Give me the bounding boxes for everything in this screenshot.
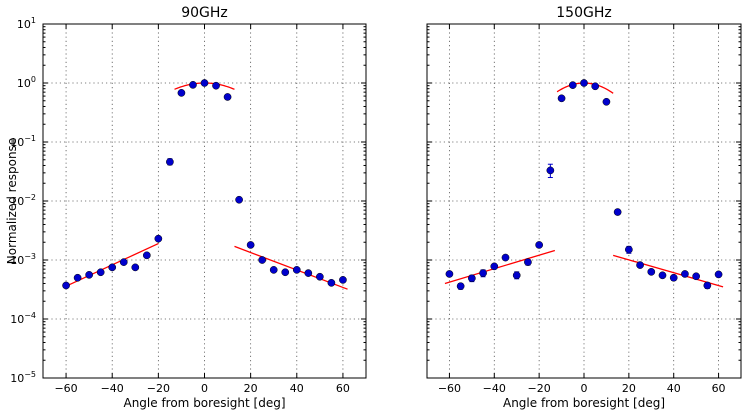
data-point — [580, 79, 588, 87]
data-point — [501, 253, 510, 262]
y-axis-label: Normalized response — [5, 138, 19, 264]
data-point — [714, 270, 723, 279]
x-tick-label: −60 — [438, 382, 461, 395]
data-point — [692, 272, 700, 281]
x-tick-label: 20 — [622, 382, 636, 395]
data-point — [681, 270, 689, 278]
x-tick-label: 40 — [667, 382, 681, 395]
x-tick-label: −20 — [528, 382, 551, 395]
data-point — [445, 270, 454, 278]
right-sidelobe-fit — [612, 254, 724, 288]
data-point — [456, 282, 465, 291]
data-point — [316, 272, 324, 281]
x-tick-label: −40 — [101, 382, 124, 395]
chart-90ghz: −60 −40 −20 0 20 40 60 10−5 10−4 10−3 10−2 10−1 100 1… — [5, 5, 367, 410]
y-tick-label: 10−2 — [10, 193, 36, 208]
data-point — [269, 266, 278, 274]
data-point — [223, 93, 232, 101]
data-point — [591, 82, 600, 91]
y-tick-label: 101 — [17, 16, 36, 31]
data-point — [546, 166, 555, 175]
data-point — [647, 267, 656, 276]
x-tick-label: 60 — [336, 382, 350, 395]
x-tick-label: 60 — [712, 382, 726, 395]
data-point — [85, 271, 93, 279]
x-axis-label: Angle from boresight [deg] — [503, 396, 665, 410]
data-point — [177, 89, 186, 97]
data-point — [258, 256, 267, 264]
data-point — [281, 268, 290, 277]
data-point — [212, 81, 220, 90]
data-point — [557, 94, 566, 103]
data-point — [568, 81, 577, 89]
data-point — [108, 263, 117, 272]
data-point — [154, 234, 163, 243]
y-tick-label: 10−5 — [10, 370, 36, 385]
data-point — [246, 241, 255, 249]
data-point — [636, 261, 644, 269]
data-point — [613, 208, 622, 216]
y-tick-label: 10−3 — [10, 252, 36, 267]
data-point — [479, 269, 487, 277]
data-point — [512, 271, 521, 280]
data-point — [62, 281, 70, 290]
data-point — [535, 241, 543, 249]
data-point — [292, 266, 301, 274]
x-tick-label: −20 — [147, 382, 170, 395]
data-point — [119, 258, 128, 266]
data-point — [235, 195, 243, 204]
x-tick-label: 40 — [290, 382, 304, 395]
data-point — [73, 273, 82, 282]
data-point — [304, 269, 313, 277]
chart-title: 90GHz — [181, 5, 228, 21]
data-point — [490, 262, 499, 271]
data-point — [131, 263, 140, 272]
data-point — [339, 276, 347, 284]
data-point — [524, 258, 532, 266]
data-point — [189, 81, 197, 89]
data-point — [200, 79, 209, 87]
data-point — [166, 158, 174, 166]
data-point — [468, 274, 476, 283]
y-tick-label: 10−1 — [10, 134, 36, 149]
x-tick-label: −60 — [54, 382, 77, 395]
data-point — [96, 268, 105, 277]
x-tick-label: 0 — [581, 382, 588, 395]
data-point — [669, 273, 678, 282]
data-point — [625, 245, 633, 254]
chart-150ghz: −60 −40 −20 0 20 40 60 150GHz Angle from boresig… — [426, 5, 742, 410]
left-sidelobe-fit — [444, 249, 556, 285]
x-tick-label: −40 — [483, 382, 506, 395]
y-tick-label: 100 — [17, 75, 36, 90]
x-tick-label: 20 — [244, 382, 258, 395]
x-axis-label: Angle from boresight [deg] — [123, 396, 285, 410]
data-point — [703, 281, 712, 290]
data-point — [602, 97, 611, 106]
data-point — [327, 278, 336, 287]
chart-title: 150GHz — [556, 5, 611, 21]
data-point — [142, 251, 151, 260]
data-point — [658, 271, 667, 280]
x-tick-label: 0 — [201, 382, 208, 395]
y-tick-label: 10−4 — [10, 311, 36, 326]
